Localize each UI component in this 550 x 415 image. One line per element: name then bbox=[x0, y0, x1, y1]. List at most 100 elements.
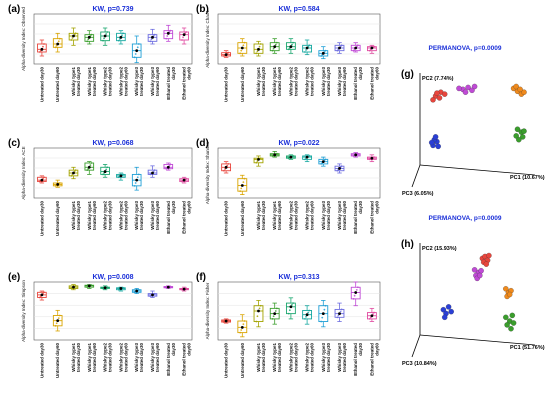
x-tick-label: Ethanol treatedday60 bbox=[369, 343, 379, 376]
x-tick-label: Untreated day60 bbox=[240, 343, 245, 379]
panel-letter: (d) bbox=[196, 138, 209, 149]
box-plot bbox=[116, 286, 126, 292]
mean-marker bbox=[273, 312, 277, 316]
x-tick-label-line: Ethanol treated bbox=[353, 343, 358, 376]
pc3-axis bbox=[411, 334, 421, 358]
mean-marker bbox=[166, 165, 170, 169]
box-plot bbox=[100, 164, 110, 178]
x-tick-label: Whisky type2treated day30 bbox=[288, 201, 298, 231]
data-point bbox=[240, 329, 243, 331]
x-tick-label-line: Untreated day30 bbox=[39, 343, 44, 379]
box-plot bbox=[253, 40, 264, 57]
data-point bbox=[227, 319, 230, 321]
box-plot bbox=[163, 162, 174, 171]
box-plot bbox=[302, 154, 313, 163]
data-point bbox=[275, 307, 278, 310]
x-tick-label-line: Untreated day60 bbox=[55, 201, 60, 237]
pc1-axis bbox=[419, 334, 536, 346]
data-point bbox=[242, 181, 245, 183]
sample-point bbox=[508, 325, 514, 332]
x-tick-label: Untreated day30 bbox=[224, 343, 229, 379]
sample-point bbox=[478, 268, 484, 274]
x-tick-label-line: treated day30 bbox=[293, 67, 298, 97]
x-tick-label: Ethanol treatedday60 bbox=[369, 67, 379, 100]
x-tick-label-line: Ethanol treated bbox=[166, 343, 171, 376]
box-plot bbox=[68, 284, 79, 291]
x-tick-label-line: treated day30 bbox=[108, 343, 113, 373]
x-tick-label-line: treated day30 bbox=[108, 201, 113, 231]
data-point bbox=[38, 51, 41, 53]
x-tick-label: Whisky type1treated day60 bbox=[272, 201, 282, 231]
data-point bbox=[122, 286, 124, 289]
box-plot bbox=[318, 156, 329, 167]
data-point bbox=[368, 49, 371, 52]
panel-letter: (h) bbox=[401, 239, 414, 250]
data-point bbox=[102, 39, 104, 42]
x-tick-label-line: treated day60 bbox=[277, 343, 282, 373]
mean-marker bbox=[289, 45, 293, 49]
pcoa-panel: (g) PERMANOVA, p=0.0009 PC2 (7.74%) PC1 (10… bbox=[401, 45, 545, 197]
box-plot bbox=[52, 32, 63, 53]
box-plot bbox=[147, 165, 158, 178]
data-point bbox=[227, 51, 230, 54]
data-point bbox=[292, 302, 294, 304]
box-panel: (a) KW, p=0.739 Alpha-diversity Index: Obs… bbox=[8, 4, 193, 102]
x-tick-label-line: treated day30 bbox=[326, 343, 331, 373]
x-tick-label-line: Untreated day30 bbox=[224, 67, 229, 103]
panel-title: KW, p=0.068 bbox=[92, 140, 133, 147]
data-point bbox=[149, 40, 152, 43]
sample-point bbox=[477, 272, 483, 279]
data-point bbox=[43, 291, 45, 294]
x-tick-label: Whisky type1treated day30 bbox=[71, 201, 81, 231]
mean-marker bbox=[257, 47, 260, 51]
box-panel: (f) KW, p=0.313 Alpha-diversity Index: Fis… bbox=[196, 272, 381, 379]
box bbox=[285, 302, 296, 315]
data-point bbox=[320, 55, 323, 57]
data-point bbox=[305, 315, 307, 318]
data-point bbox=[169, 285, 172, 288]
box-plot bbox=[221, 50, 232, 58]
mean-marker bbox=[354, 291, 358, 294]
x-tick-label-line: treated day60 bbox=[155, 201, 160, 231]
x-tick-label-line: Ethanol treated bbox=[369, 343, 374, 376]
panel-letter: (b) bbox=[196, 4, 209, 15]
mean-marker bbox=[240, 46, 244, 50]
mean-marker bbox=[240, 325, 244, 329]
sample-point bbox=[513, 133, 519, 139]
x-tick-label-line: Whisky type3 bbox=[150, 343, 155, 372]
x-tick-label-line: treated day30 bbox=[261, 201, 266, 231]
mean-marker bbox=[321, 312, 325, 316]
data-point bbox=[153, 169, 156, 172]
panel-title: KW, p=0.008 bbox=[92, 274, 133, 281]
data-point bbox=[58, 37, 61, 40]
x-tick-label-line: treated day60 bbox=[310, 201, 315, 231]
sample-point bbox=[436, 95, 443, 101]
panel-title: KW, p=0.022 bbox=[278, 140, 319, 147]
mean-marker bbox=[135, 49, 139, 53]
x-tick-label-line: treated day30 bbox=[76, 67, 81, 97]
x-tick-label: Whisky type2treated day60 bbox=[305, 343, 315, 373]
data-point bbox=[227, 163, 230, 165]
sample-point bbox=[513, 83, 519, 90]
pc3-label: PC3 (10.84%) bbox=[402, 361, 437, 367]
x-tick-label: Untreated day30 bbox=[224, 201, 229, 237]
mean-marker bbox=[56, 319, 60, 323]
box-plot bbox=[334, 163, 345, 174]
x-tick-label-line: Whisky type2 bbox=[118, 67, 123, 96]
x-tick-label: Whisky type3treated day60 bbox=[150, 67, 160, 97]
data-point bbox=[255, 52, 258, 55]
x-tick-label: Untreated day30 bbox=[224, 67, 229, 103]
x-tick-label: Whisky type2treated day60 bbox=[118, 343, 128, 373]
mean-marker bbox=[289, 305, 293, 309]
box-plot bbox=[52, 179, 63, 188]
data-point bbox=[272, 47, 275, 50]
data-point bbox=[353, 294, 356, 297]
mean-marker bbox=[370, 46, 374, 50]
mean-marker bbox=[135, 289, 139, 293]
data-point bbox=[356, 152, 359, 155]
box-plot bbox=[131, 288, 142, 295]
data-point bbox=[287, 312, 290, 315]
x-tick-label-line: Whisky type3 bbox=[150, 201, 155, 230]
data-point bbox=[243, 177, 246, 180]
mean-marker bbox=[103, 170, 107, 173]
